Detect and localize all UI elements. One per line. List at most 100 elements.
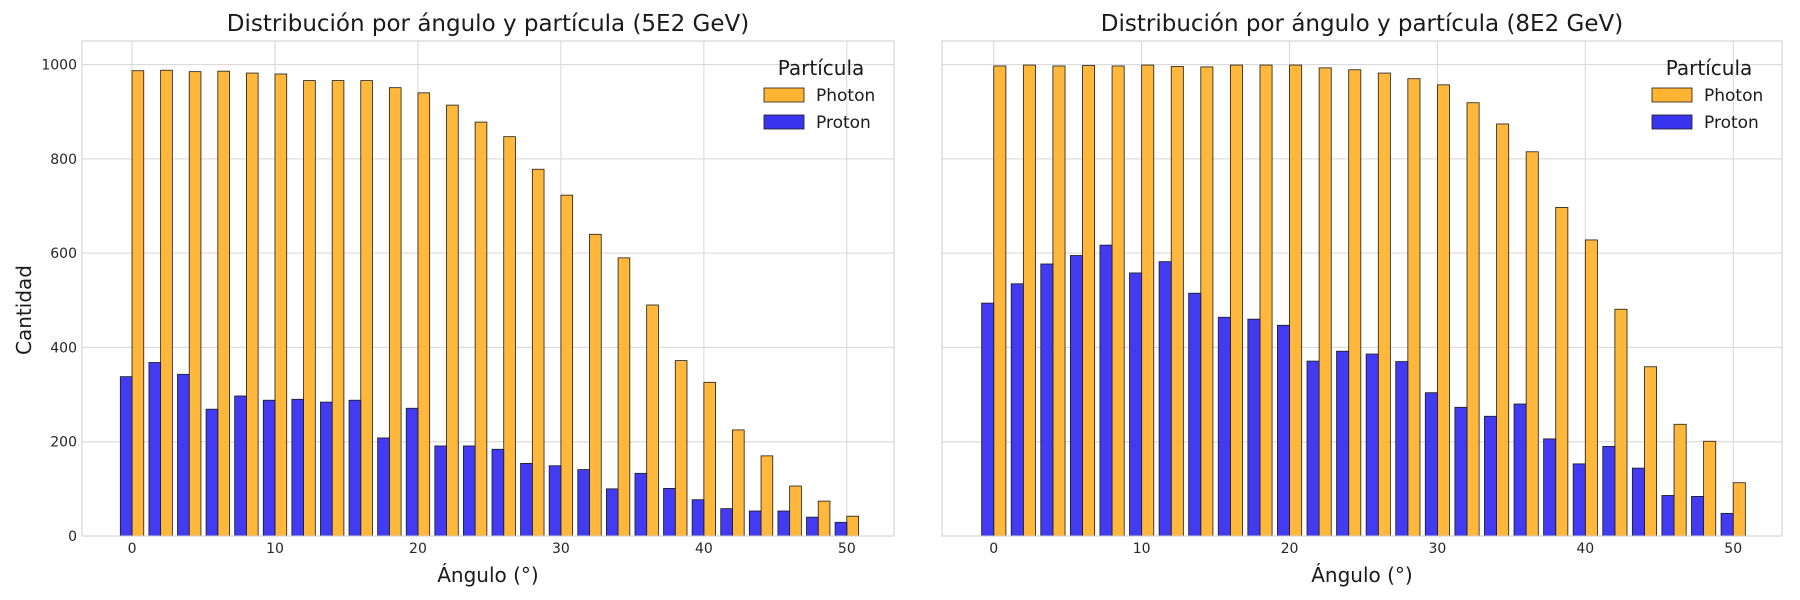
bar-proton-0 <box>119 376 133 537</box>
bar-photon-24 <box>474 121 488 537</box>
legend-swatch-proton <box>1651 114 1693 130</box>
bar-photon-6 <box>1082 65 1096 537</box>
x-tick-label: 20 <box>1281 541 1299 557</box>
bar-photon-42 <box>1614 308 1628 537</box>
bar-proton-8 <box>234 395 247 537</box>
bar-proton-38 <box>663 487 676 537</box>
legend-5e2: Partícula Photon Proton <box>763 56 875 133</box>
bar-photon-16 <box>360 80 373 537</box>
x-axis-label-8e2: Ángulo (°) <box>1311 563 1412 587</box>
bar-proton-12 <box>1158 261 1172 537</box>
bar-proton-32 <box>577 469 590 537</box>
bar-photon-16 <box>1229 64 1243 537</box>
bar-photon-22 <box>1318 67 1332 537</box>
bar-photon-4 <box>188 71 202 537</box>
bar-proton-20 <box>1277 324 1290 537</box>
chart-panel-8e2: 0 10 20 30 40 50 Distribución por ángulo y pa… <box>941 11 1783 587</box>
bar-proton-46 <box>1661 495 1675 537</box>
x-tick-label: 0 <box>989 541 998 557</box>
bar-photon-34 <box>1496 123 1510 537</box>
bar-photon-40 <box>703 381 716 537</box>
bar-photon-48 <box>817 500 831 537</box>
plot-frame-5e2 <box>81 40 895 537</box>
bar-proton-36 <box>634 472 648 537</box>
y-ticks-5e2: 0 200 400 600 800 1000 <box>41 58 77 545</box>
bar-photon-8 <box>246 72 259 537</box>
bar-photon-26 <box>503 136 516 537</box>
bar-proton-8 <box>1099 244 1113 537</box>
bar-proton-28 <box>520 462 533 537</box>
bar-photon-48 <box>1703 440 1717 537</box>
bar-photon-14 <box>1200 66 1214 537</box>
bar-photon-28 <box>531 168 545 537</box>
bar-proton-16 <box>1217 316 1231 537</box>
bar-proton-36 <box>1513 403 1527 537</box>
legend-swatch-photon <box>1651 87 1693 103</box>
bar-proton-50 <box>834 521 848 537</box>
bar-photon-32 <box>1466 102 1480 537</box>
legend-label-proton: Proton <box>816 113 871 133</box>
bar-photon-32 <box>589 233 602 537</box>
bar-photon-6 <box>217 70 230 537</box>
x-ticks-8e2: 0 10 20 30 40 50 <box>989 541 1742 557</box>
x-tick-label: 20 <box>409 541 427 557</box>
x-ticks-5e2: 0 10 20 30 40 50 <box>128 541 856 557</box>
legend-label-proton: Proton <box>1704 113 1759 133</box>
bar-photon-8 <box>1111 65 1125 537</box>
bar-proton-44 <box>1631 467 1645 537</box>
chart-title-8e2: Distribución por ángulo y partícula (8E2… <box>1101 11 1623 37</box>
x-tick-label: 40 <box>1576 541 1594 557</box>
bar-proton-10 <box>1129 272 1143 537</box>
bar-proton-40 <box>1572 463 1586 537</box>
bar-photon-44 <box>760 455 774 537</box>
bar-proton-6 <box>1069 255 1083 537</box>
bar-proton-16 <box>348 399 362 537</box>
chart-title-5e2: Distribución por ángulo y partícula (5E2… <box>227 11 749 37</box>
bar-proton-2 <box>1010 283 1024 537</box>
legend-label-photon: Photon <box>1704 86 1763 106</box>
bar-photon-18 <box>1259 64 1273 537</box>
bar-photon-36 <box>1525 151 1539 537</box>
bar-photon-40 <box>1584 239 1598 537</box>
bar-proton-6 <box>205 408 219 537</box>
bar-photon-50 <box>846 515 859 537</box>
bar-proton-22 <box>1306 360 1320 537</box>
bar-proton-42 <box>720 508 733 537</box>
legend-8e2: Partícula Photon Proton <box>1651 56 1763 133</box>
bar-photon-20 <box>417 92 431 537</box>
bar-proton-4 <box>1040 263 1054 537</box>
bar-photon-44 <box>1644 366 1657 537</box>
bar-proton-14 <box>1188 292 1202 537</box>
bar-photon-46 <box>789 485 802 537</box>
legend-swatch-proton <box>763 114 805 130</box>
bar-proton-48 <box>806 516 819 537</box>
bar-proton-24 <box>1336 350 1350 537</box>
bar-photon-10 <box>1141 64 1155 537</box>
legend-title-5e2: Partícula <box>778 56 865 80</box>
bar-proton-34 <box>605 488 619 537</box>
bar-proton-18 <box>377 437 390 537</box>
bars-8e2 <box>981 64 1746 537</box>
bar-proton-40 <box>691 499 705 537</box>
bar-proton-14 <box>320 401 333 537</box>
bar-proton-22 <box>434 445 447 537</box>
bar-photon-12 <box>1170 66 1184 537</box>
bar-photon-30 <box>560 194 574 537</box>
bar-photon-20 <box>1289 64 1303 537</box>
bar-photon-34 <box>617 257 631 537</box>
x-axis-label-5e2: Ángulo (°) <box>437 563 538 587</box>
bar-photon-2 <box>1022 64 1036 537</box>
bar-proton-34 <box>1484 415 1497 537</box>
bar-photon-42 <box>732 429 745 537</box>
y-tick-label: 400 <box>50 340 77 356</box>
x-tick-label: 10 <box>266 541 284 557</box>
bar-photon-38 <box>1555 207 1569 537</box>
bar-photon-50 <box>1732 482 1746 537</box>
bar-proton-24 <box>463 445 476 537</box>
bar-photon-0 <box>131 70 145 537</box>
bar-photon-36 <box>646 304 659 537</box>
y-tick-label: 1000 <box>41 58 77 74</box>
bar-proton-20 <box>405 407 419 537</box>
bar-proton-38 <box>1543 438 1557 537</box>
